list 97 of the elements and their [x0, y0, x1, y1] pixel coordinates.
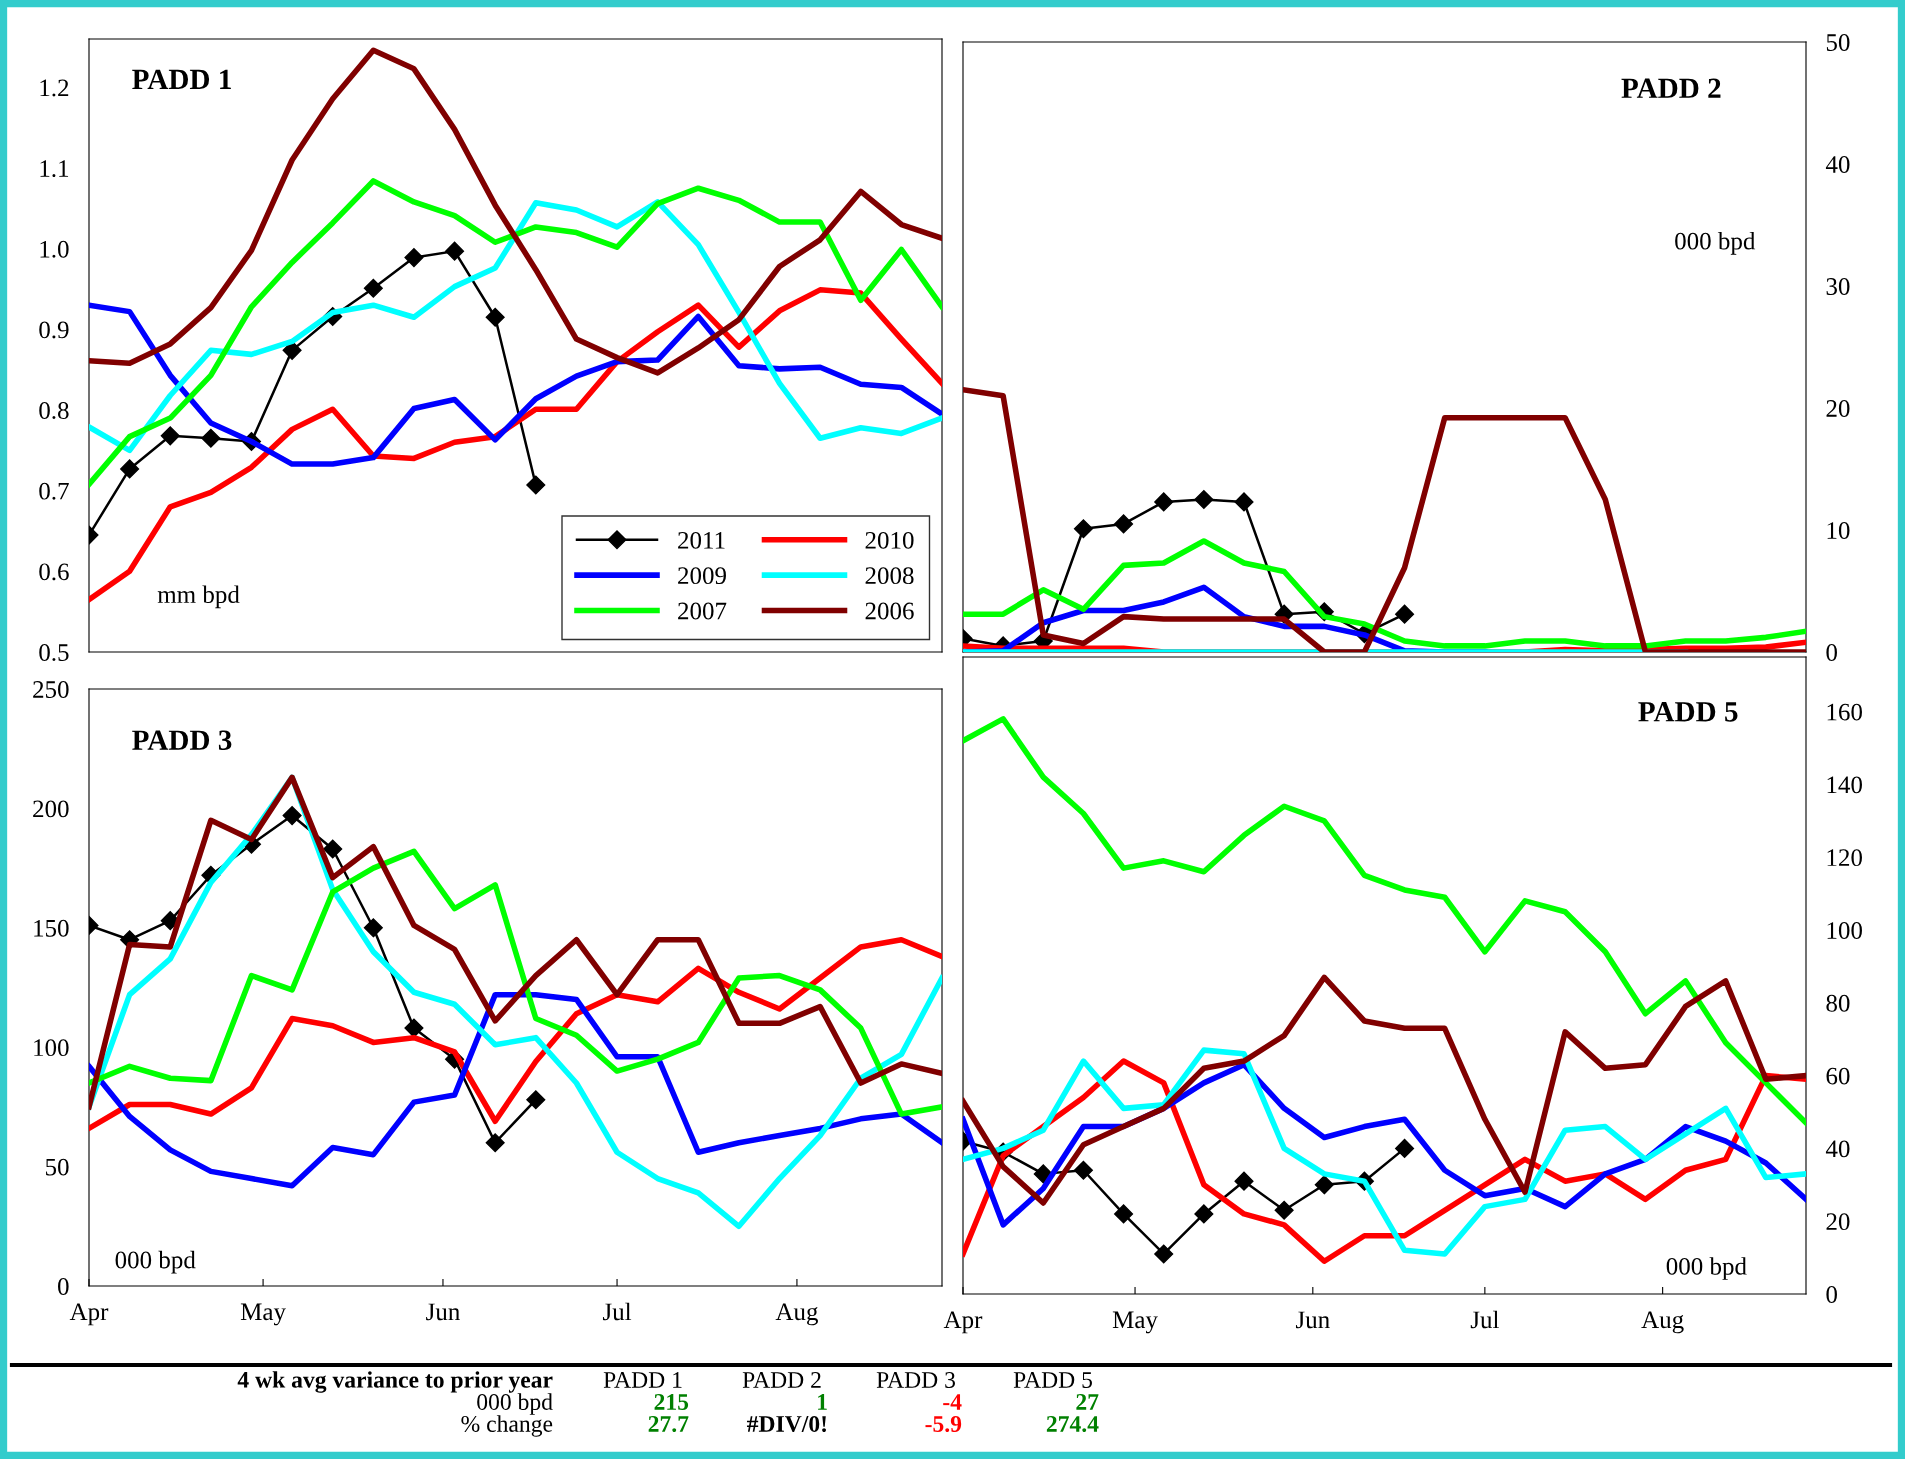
y-tick-label: 40 [1825, 1140, 1850, 1158]
annotation: 000 bpd [1675, 231, 1756, 255]
point [485, 307, 505, 327]
point [282, 806, 302, 826]
point [1073, 1160, 1093, 1180]
point [404, 248, 424, 268]
y-tick-label: 0 [1826, 1286, 1837, 1303]
legend-label: 2011 [678, 531, 725, 549]
y-tick-label: 100 [34, 1039, 69, 1057]
y-tick-label: 150 [34, 919, 69, 937]
point [1314, 1175, 1334, 1195]
point [282, 340, 302, 360]
y-tick-label: 40 [1825, 156, 1850, 173]
y-tick-label: 160 [1827, 703, 1862, 721]
y-tick-label: 140 [1827, 776, 1862, 794]
y-tick-label: 0 [58, 1278, 69, 1295]
y-tick-label: 1.2 [40, 79, 69, 97]
x-tick-label: May [240, 1303, 286, 1326]
y-tick-label: 100 [1827, 922, 1862, 939]
point [1395, 604, 1415, 624]
text: PADD 3 [876, 1372, 955, 1388]
point [363, 918, 383, 938]
text: 274.4 [1046, 1416, 1099, 1433]
y-tick-label: 200 [33, 800, 69, 818]
text: 27.7 [648, 1416, 689, 1433]
y-tick-label: 0.5 [39, 644, 69, 662]
point [363, 278, 383, 298]
y-tick-label: 30 [1826, 278, 1850, 295]
point [323, 839, 343, 859]
text: PADD 5 [1013, 1372, 1092, 1388]
annotation: 000 bpd [1666, 1257, 1747, 1280]
text: 1 [818, 1394, 827, 1410]
y-tick-label: 60 [1826, 1067, 1850, 1085]
y-tick-label: 20 [1826, 400, 1850, 417]
point [201, 428, 221, 448]
x-tick-label: Apr [943, 1311, 983, 1334]
x-tick-label: Aug [1641, 1311, 1684, 1334]
x-tick-label: May [1112, 1311, 1158, 1334]
x-tick-label: Jun [426, 1303, 460, 1321]
point [160, 426, 180, 446]
y-tick-label: 250 [33, 681, 69, 698]
x-tick-label: Jul [602, 1302, 632, 1321]
legend-label: 2008 [865, 567, 914, 585]
point [485, 1133, 505, 1153]
text: PADD 2 [742, 1372, 821, 1388]
text: PADD 1 [132, 69, 231, 89]
point [1154, 1244, 1174, 1264]
point [1194, 1204, 1214, 1224]
y-tick-label: 0.6 [39, 563, 69, 581]
text: #DIV/0! [746, 1415, 826, 1433]
y-tick-label: 10 [1827, 522, 1850, 539]
point [1114, 514, 1134, 534]
point [526, 475, 546, 495]
annotation: mm bpd [157, 585, 240, 609]
point [1395, 1138, 1415, 1158]
y-tick-label: 50 [1826, 34, 1850, 51]
point [1154, 492, 1174, 512]
text: -5.9 [925, 1416, 962, 1433]
y-tick-label: 0 [1826, 644, 1837, 661]
point [1114, 1204, 1134, 1224]
y-tick-label: 20 [1826, 1213, 1850, 1231]
point [404, 1018, 424, 1038]
annotation: 000 bpd [115, 1250, 196, 1274]
point [120, 459, 140, 479]
text: 000 bpd [477, 1393, 553, 1415]
legend-label: 2006 [865, 602, 914, 620]
text: % change [461, 1415, 553, 1437]
y-tick-label: 1.0 [40, 240, 69, 258]
text: 27 [1076, 1394, 1099, 1410]
y-tick-label: 50 [46, 1158, 69, 1176]
x-tick-label: Jun [1295, 1311, 1330, 1329]
text: -4 [943, 1394, 962, 1410]
point [1194, 489, 1214, 510]
point [1234, 492, 1254, 512]
y-tick-label: 1.1 [40, 160, 69, 178]
point [1234, 1171, 1254, 1191]
text: 215 [654, 1394, 689, 1410]
x-tick-label: Aug [775, 1303, 818, 1326]
point [1073, 519, 1093, 539]
text: PADD 5 [1638, 702, 1738, 722]
legend-label: 2009 [678, 567, 726, 585]
legend-label: 2010 [865, 531, 914, 549]
y-tick-label: 120 [1827, 849, 1862, 867]
text: PADD 2 [1621, 78, 1721, 98]
text: PADD 3 [132, 730, 232, 751]
y-tick-label: 80 [1826, 994, 1850, 1012]
point [1274, 1200, 1294, 1220]
x-tick-label: Apr [69, 1303, 109, 1326]
x-tick-label: Jul [1470, 1310, 1499, 1329]
y-tick-label: 0.9 [39, 321, 69, 339]
text: 4 wk avg variance to prior year [237, 1371, 553, 1393]
text: PADD 1 [603, 1372, 682, 1388]
point [526, 1090, 546, 1110]
y-tick-label: 0.7 [39, 482, 69, 500]
y-tick-label: 0.8 [39, 402, 69, 420]
legend-label: 2007 [678, 602, 727, 620]
point [445, 241, 465, 261]
